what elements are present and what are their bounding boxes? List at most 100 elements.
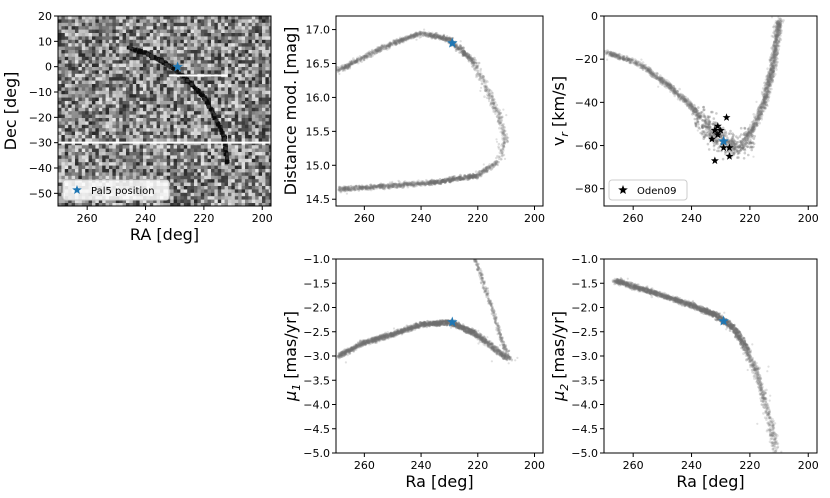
stream-point xyxy=(401,36,404,40)
stream-point xyxy=(467,55,471,59)
stream-point xyxy=(491,104,495,108)
stream-point xyxy=(412,34,416,37)
stream-pixel xyxy=(162,60,166,64)
stream-point xyxy=(702,108,705,112)
stream-point xyxy=(435,179,439,182)
stream-point xyxy=(490,164,493,167)
stream-point xyxy=(458,46,461,49)
stream-point xyxy=(501,147,505,151)
stream-point xyxy=(469,175,472,178)
stream-point xyxy=(432,33,436,36)
stream-point xyxy=(362,55,365,59)
stream-point xyxy=(491,106,494,109)
stream-point xyxy=(431,33,434,36)
stream-point xyxy=(778,37,782,40)
stream-point xyxy=(491,102,495,105)
stream-point xyxy=(499,121,503,125)
stream-point xyxy=(405,183,409,186)
stream-point xyxy=(478,172,482,176)
stream-point xyxy=(462,177,465,181)
stream-point xyxy=(395,39,399,42)
stream-point xyxy=(765,100,769,104)
stream-point xyxy=(768,84,771,87)
outlier-point xyxy=(448,38,451,41)
stream-point xyxy=(387,184,391,188)
stream-point xyxy=(406,184,409,187)
x-tick-label: 220 xyxy=(467,212,488,225)
stream-point xyxy=(503,133,506,137)
stream-point xyxy=(443,180,447,184)
stream-point xyxy=(393,42,397,45)
stream-point xyxy=(657,76,660,79)
outlier-point xyxy=(664,83,667,86)
stream-point xyxy=(353,186,356,190)
stream-point xyxy=(488,166,492,170)
stream-point xyxy=(407,37,411,40)
stream-point xyxy=(365,185,368,188)
stream-point xyxy=(469,174,473,178)
stream-point xyxy=(774,72,777,76)
stream-point xyxy=(383,187,387,190)
stream-point xyxy=(496,115,499,118)
stream-point xyxy=(402,186,405,189)
stream-point xyxy=(418,181,422,185)
stream-point xyxy=(366,54,369,58)
stream-point xyxy=(396,183,399,186)
stream-point xyxy=(773,39,776,43)
outlier-point xyxy=(726,141,729,144)
stream-point xyxy=(426,180,429,184)
stream-point xyxy=(765,83,768,86)
stream-point xyxy=(358,185,362,189)
stream-point xyxy=(771,69,774,72)
stream-point xyxy=(457,46,460,50)
stream-pixel xyxy=(206,102,210,106)
stream-point xyxy=(461,54,465,57)
stream-point xyxy=(360,186,364,189)
stream-point xyxy=(472,174,475,178)
stream-point xyxy=(350,62,353,66)
stream-point xyxy=(392,185,395,188)
stream-point xyxy=(758,109,761,112)
stream-point xyxy=(409,182,412,185)
stream-point xyxy=(703,124,707,128)
stream-point xyxy=(347,64,351,67)
stream-point xyxy=(473,64,476,67)
stream-point xyxy=(502,144,506,148)
stream-point xyxy=(469,57,473,61)
stream-point xyxy=(395,185,398,188)
stream-point xyxy=(364,186,367,189)
stream-point xyxy=(470,58,474,61)
stream-point xyxy=(428,34,431,38)
stream-point xyxy=(472,173,476,177)
stream-point xyxy=(478,73,481,76)
stream-point xyxy=(409,34,413,37)
stream-point xyxy=(405,181,408,185)
stream-point xyxy=(348,188,351,192)
stream-point xyxy=(763,103,767,107)
stream-point xyxy=(365,184,368,188)
stream-point xyxy=(338,69,342,72)
stream-point xyxy=(493,106,496,110)
stream-point xyxy=(379,186,383,189)
radial-velocity-x-ticks: 260 240 220 200 xyxy=(623,206,819,225)
stream-point xyxy=(472,67,476,70)
stream-point xyxy=(397,185,401,189)
stream-point xyxy=(500,116,503,119)
stream-point xyxy=(342,67,345,70)
stream-point xyxy=(468,173,472,176)
stream-point xyxy=(423,182,427,185)
stream-point xyxy=(771,72,774,75)
stream-point xyxy=(382,183,385,187)
stream-point xyxy=(351,62,355,65)
stream-point xyxy=(342,66,345,70)
stream-point xyxy=(432,36,436,39)
stream-point xyxy=(739,149,742,152)
stream-point xyxy=(411,184,414,187)
stream-point xyxy=(417,34,421,37)
stream-point xyxy=(450,179,453,182)
stream-point xyxy=(404,38,407,41)
stream-point xyxy=(370,185,374,189)
stream-point xyxy=(458,44,462,47)
stream-point xyxy=(397,39,400,43)
